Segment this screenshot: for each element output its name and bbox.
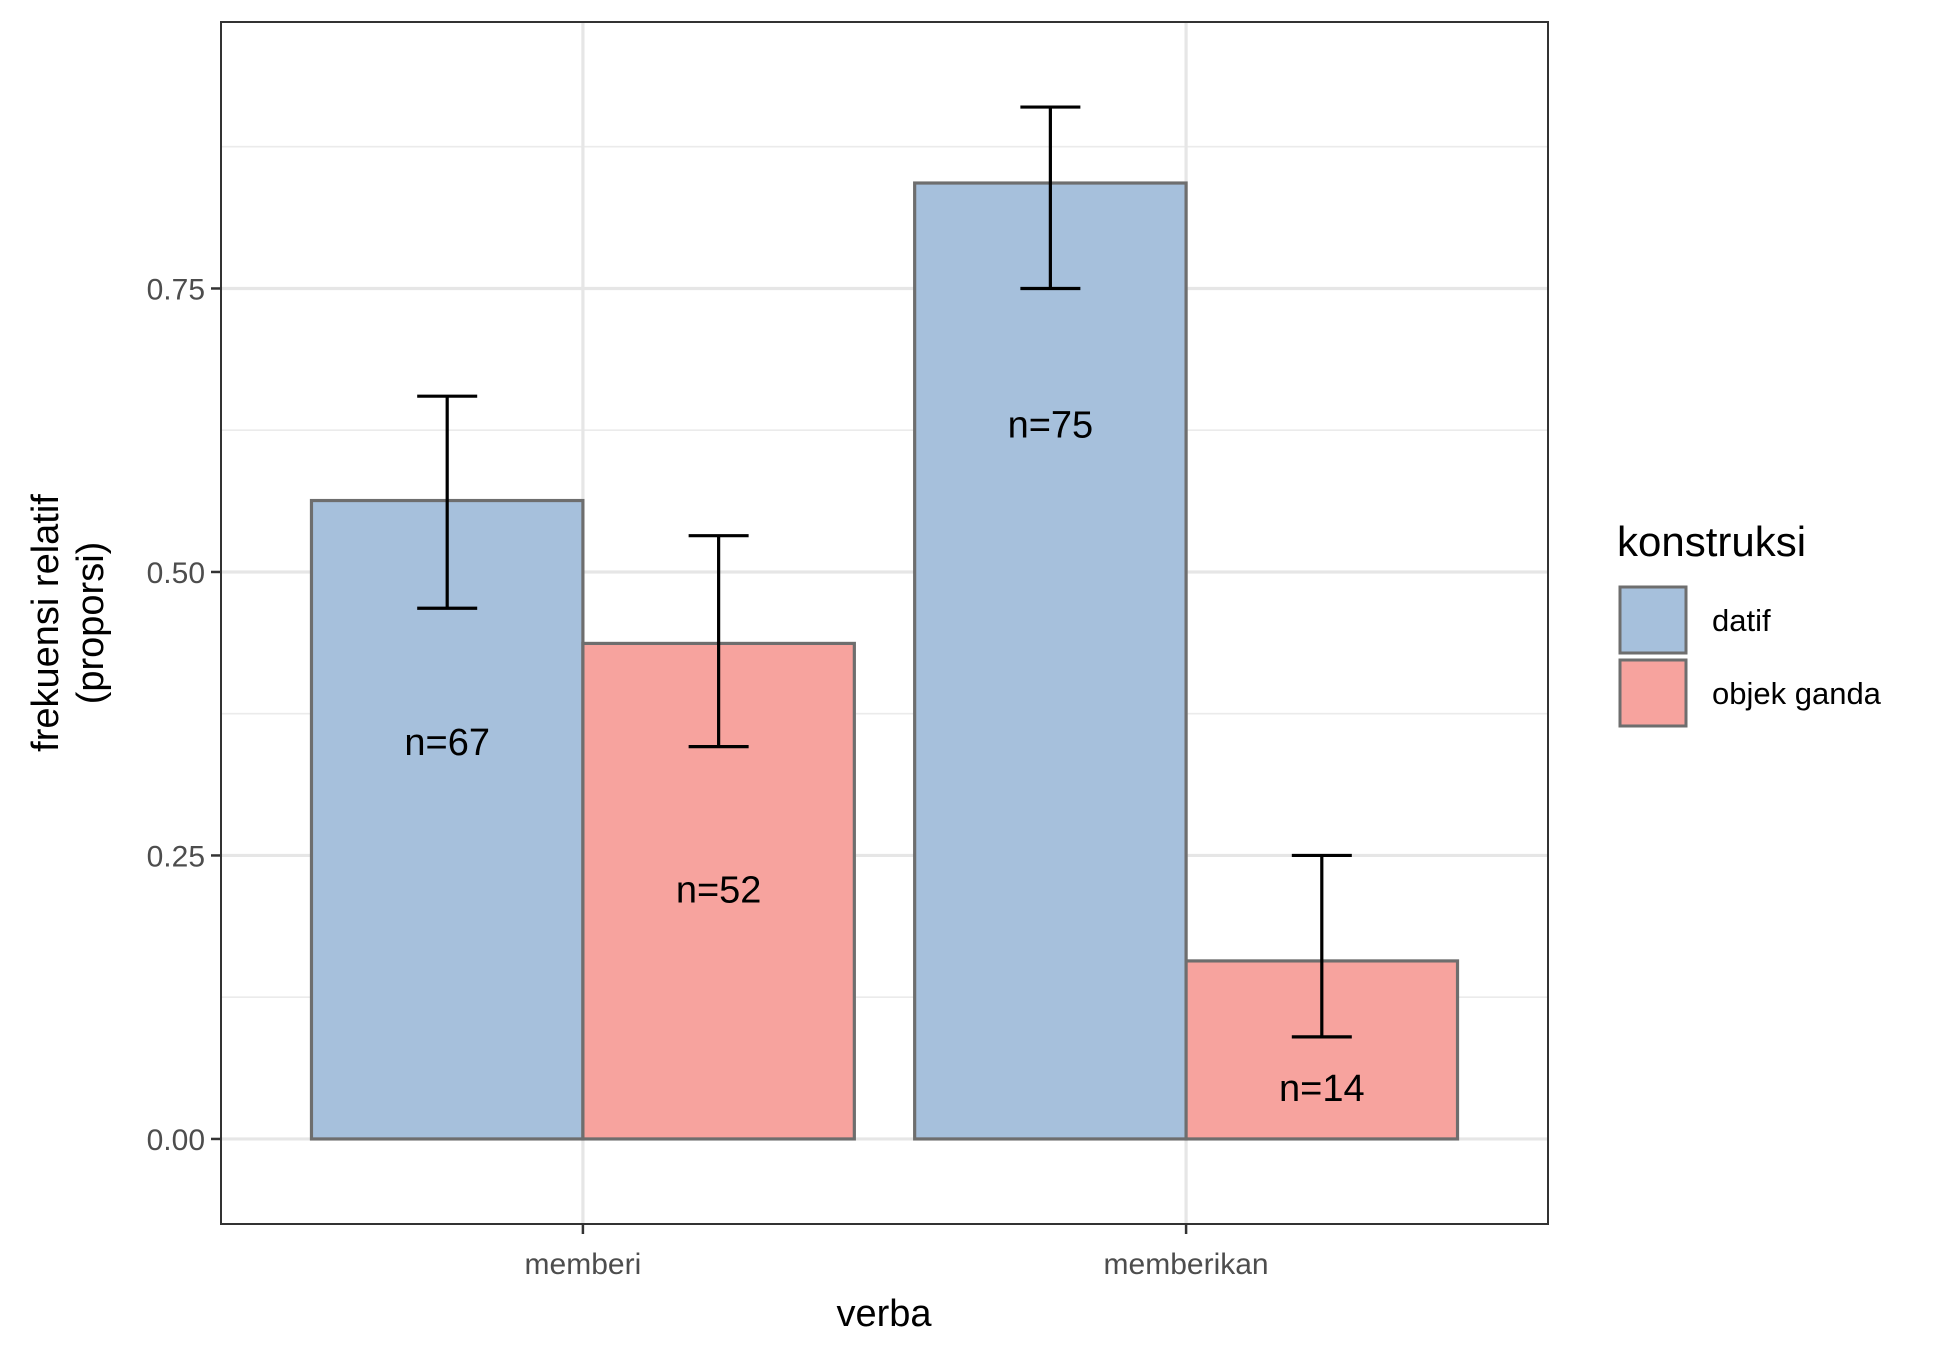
y-axis-title: frekuensi relatif (proporsi) bbox=[25, 494, 112, 752]
legend-key-objek-ganda bbox=[1618, 658, 1688, 728]
bar-count-label: n=14 bbox=[1279, 1068, 1365, 1110]
plot-border bbox=[220, 21, 1549, 1225]
legend-key-datif bbox=[1618, 585, 1688, 655]
legend-title: konstruksi bbox=[1617, 518, 1806, 565]
y-tick-label: 0.25 bbox=[147, 840, 205, 873]
y-tick-label: 0.00 bbox=[147, 1124, 205, 1157]
y-tick-label: 0.75 bbox=[147, 273, 205, 306]
y-tick-label: 0.50 bbox=[147, 557, 205, 590]
x-tick-label: memberi bbox=[525, 1248, 642, 1281]
bar-datif-memberikan bbox=[913, 181, 1188, 1141]
y-axis-title-line-1: frekuensi relatif bbox=[25, 494, 67, 752]
x-tick-label: memberikan bbox=[1104, 1248, 1269, 1281]
x-axis: memberi memberikan bbox=[525, 1224, 1269, 1281]
bar-count-label: n=67 bbox=[404, 722, 490, 764]
legend: konstruksi datif objek ganda bbox=[1617, 518, 1882, 728]
y-axis-title-line-2: (proporsi) bbox=[70, 542, 112, 705]
bar-count-label: n=75 bbox=[1008, 405, 1094, 447]
legend-label-datif: datif bbox=[1712, 603, 1771, 638]
bar-count-label: n=52 bbox=[676, 869, 762, 911]
bar-labels: n=67 n=75 n=52 n=14 bbox=[404, 405, 1364, 1110]
error-bars bbox=[417, 105, 1352, 1039]
y-axis: 0.00 0.25 0.50 0.75 bbox=[147, 273, 221, 1157]
x-axis-title: verba bbox=[836, 1293, 932, 1335]
legend-label-objek-ganda: objek ganda bbox=[1712, 676, 1882, 711]
